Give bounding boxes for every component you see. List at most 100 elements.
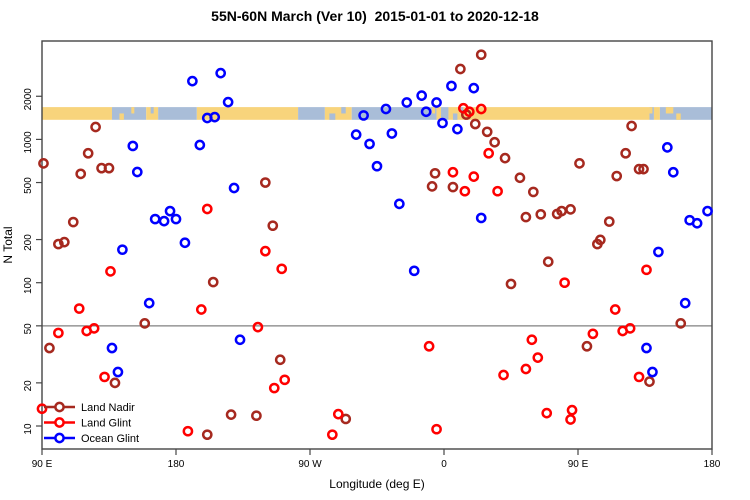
data-point-land-glint (252, 321, 264, 333)
data-point-ocean-glint (408, 265, 420, 277)
data-point-land-glint (326, 429, 338, 441)
x-axis-title: Longitude (deg E) (329, 477, 424, 491)
data-point-land-glint (431, 423, 442, 435)
data-point-ocean-glint (164, 205, 176, 217)
data-point-ocean-glint (222, 96, 234, 108)
x-tick-label: 90 E (32, 459, 53, 470)
map-band-segment-ocean (298, 107, 325, 120)
data-point-land-nadir (633, 163, 645, 175)
data-point-ocean-glint (661, 142, 673, 153)
data-point-land-glint (566, 404, 578, 416)
data-point-land-glint (624, 323, 636, 334)
map-band-speckle (341, 107, 346, 114)
plot-frame (41, 40, 713, 450)
data-point-ocean-glint (234, 334, 246, 346)
data-point-ocean-glint (187, 75, 198, 87)
data-point-land-nadir (58, 236, 70, 248)
data-point-ocean-glint (380, 103, 392, 115)
data-point-land-glint (195, 304, 207, 315)
data-point-ocean-glint (386, 128, 398, 139)
map-band-segment-ocean (441, 107, 449, 120)
data-point-land-nadir (499, 152, 511, 164)
legend-label: Land Glint (81, 418, 131, 430)
data-point-land-nadir (644, 376, 655, 387)
data-point-land-glint (641, 264, 652, 276)
data-point-ocean-glint (679, 297, 691, 309)
data-point-ocean-glint (194, 139, 206, 151)
data-point-land-nadir (675, 318, 687, 329)
map-band-segment-ocean (111, 107, 147, 120)
data-point-land-glint (268, 382, 280, 394)
data-point-land-glint (609, 304, 621, 315)
data-point-land-glint (483, 147, 495, 159)
data-point-ocean-glint (401, 97, 413, 108)
data-point-land-nadir (447, 181, 459, 193)
data-point-ocean-glint (170, 213, 182, 225)
data-point-land-glint (259, 245, 271, 257)
data-point-land-nadir (603, 216, 615, 227)
data-point-land-glint (459, 185, 471, 197)
y-tick-label: 200 (23, 234, 34, 251)
x-tick-label: 90 E (568, 459, 589, 470)
data-point-land-nadir (535, 208, 547, 220)
x-tick-label: 180 (704, 459, 721, 470)
data-point-land-glint (447, 166, 459, 178)
data-point-land-nadir (565, 203, 576, 215)
map-band-segment-land (196, 107, 299, 120)
data-point-land-glint (99, 371, 110, 383)
data-point-land-nadir (426, 181, 438, 192)
data-point-land-glint (520, 363, 532, 375)
data-point-ocean-glint (702, 205, 713, 217)
data-point-ocean-glint (446, 80, 457, 92)
map-band-speckle (649, 107, 653, 114)
data-point-land-nadir (82, 147, 94, 159)
data-point-land-glint (423, 340, 435, 352)
data-point-land-nadir (67, 216, 79, 228)
data-point-ocean-glint (117, 244, 128, 256)
data-point-land-nadir (109, 377, 121, 389)
map-band-speckle (131, 107, 135, 114)
map-band-speckle (329, 113, 336, 120)
data-point-ocean-glint (416, 90, 428, 101)
data-point-land-nadir (139, 318, 151, 329)
legend-marker (54, 401, 65, 413)
data-point-ocean-glint (215, 67, 227, 79)
data-point-land-nadir (251, 410, 262, 422)
map-band-segment-land (42, 107, 112, 120)
data-point-land-glint (532, 352, 544, 363)
map-band-segment-ocean (351, 107, 437, 120)
data-point-land-nadir (44, 342, 55, 354)
data-point-ocean-glint (364, 138, 375, 150)
data-point-land-glint (53, 327, 64, 339)
data-point-ocean-glint (350, 129, 362, 140)
map-band-speckle (460, 107, 464, 114)
data-point-ocean-glint (647, 366, 658, 378)
map-band-speckle (150, 107, 154, 114)
data-point-land-nadir (225, 409, 237, 421)
data-point-land-nadir (429, 167, 441, 179)
data-point-land-nadir (481, 126, 493, 138)
map-band-speckle (452, 113, 458, 120)
data-point-land-glint (587, 328, 599, 340)
chart-title: 55N-60N March (Ver 10) 2015-01-01 to 202… (211, 8, 539, 24)
data-point-land-nadir (207, 276, 219, 288)
data-point-land-nadir (611, 170, 623, 182)
map-band-segment-land (324, 107, 352, 120)
data-point-land-nadir (259, 177, 271, 188)
y-tick-label: 2000 (23, 88, 34, 111)
data-point-land-glint (73, 303, 85, 314)
data-point-land-nadir (267, 220, 279, 232)
data-point-land-nadir (505, 278, 517, 290)
legend-label: Ocean Glint (81, 433, 139, 445)
legend-marker (54, 432, 65, 444)
data-point-land-glint (332, 408, 344, 420)
data-point-land-nadir (626, 120, 637, 132)
y-axis-title: N Total (1, 226, 15, 263)
data-point-ocean-glint (431, 97, 442, 108)
data-point-ocean-glint (420, 106, 432, 118)
data-point-land-glint (468, 171, 480, 182)
x-tick-label: 90 W (298, 459, 322, 470)
data-point-ocean-glint (149, 213, 161, 225)
data-point-land-glint (541, 407, 553, 419)
